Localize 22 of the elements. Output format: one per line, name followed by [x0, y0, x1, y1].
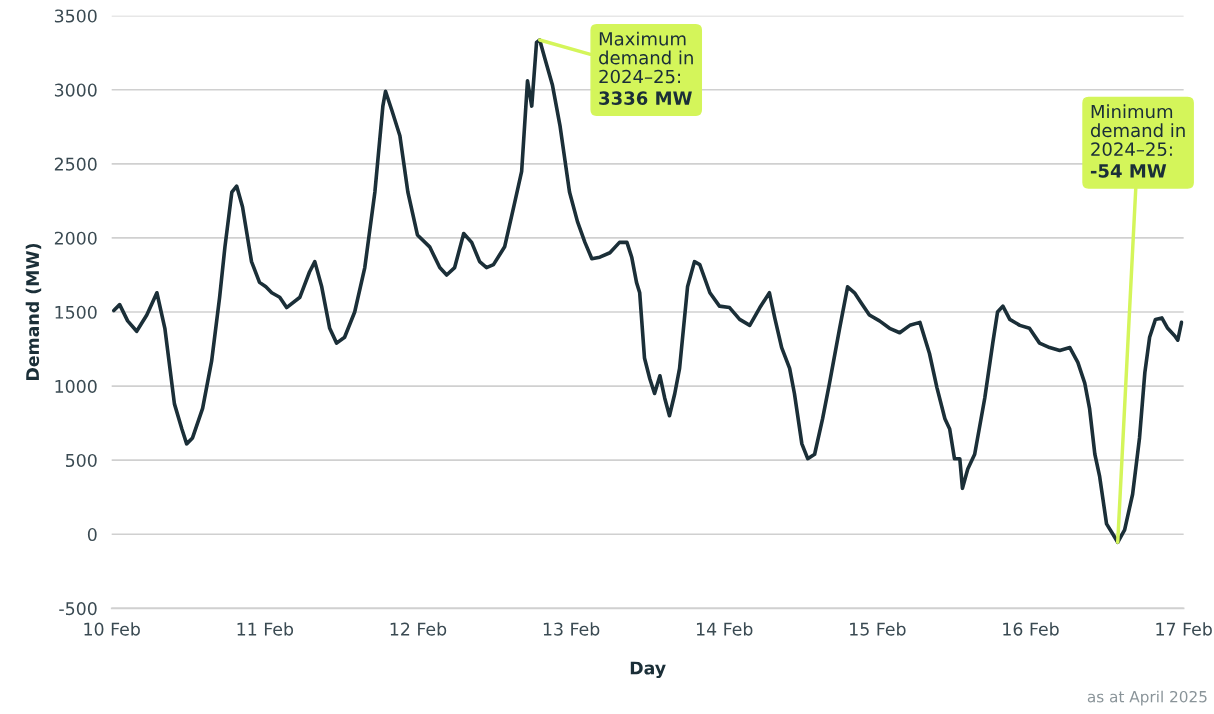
y-tick-label: 1500: [55, 305, 97, 319]
y-tick-label: 2500: [54, 157, 97, 171]
x-tick-label: 16 Feb: [1003, 622, 1059, 636]
y-axis-title: Demand (MW): [25, 243, 42, 380]
x-tick-label: 14 Feb: [696, 622, 753, 636]
text: as at April 2025: [1087, 690, 1207, 706]
y-tick-label: 2000: [54, 231, 97, 245]
x-tick-label: 11 Feb: [237, 622, 294, 636]
y-tick-label: 1000: [55, 379, 97, 393]
annotation: Maximum demand in 2024–25: 3336 MW: [599, 31, 693, 105]
x-tick-label: 13 Feb: [543, 622, 600, 636]
x-tick-label: 12 Feb: [390, 622, 447, 636]
y-tick-label: 3000: [54, 83, 97, 97]
y-tick-label: 0: [87, 527, 97, 542]
y-tick-label: 3500: [54, 9, 97, 23]
x-tick-label: 10 Feb: [84, 622, 140, 636]
annotation: Minimum demand in 2024–25: -54 MW: [1090, 104, 1185, 178]
y-tick-label: 500: [66, 453, 97, 468]
x-axis-title: Day: [630, 661, 666, 679]
y-tick-label: -500: [59, 602, 97, 616]
x-tick-label: 15 Feb: [850, 622, 906, 636]
x-tick-label: 17 Feb: [1156, 622, 1212, 636]
